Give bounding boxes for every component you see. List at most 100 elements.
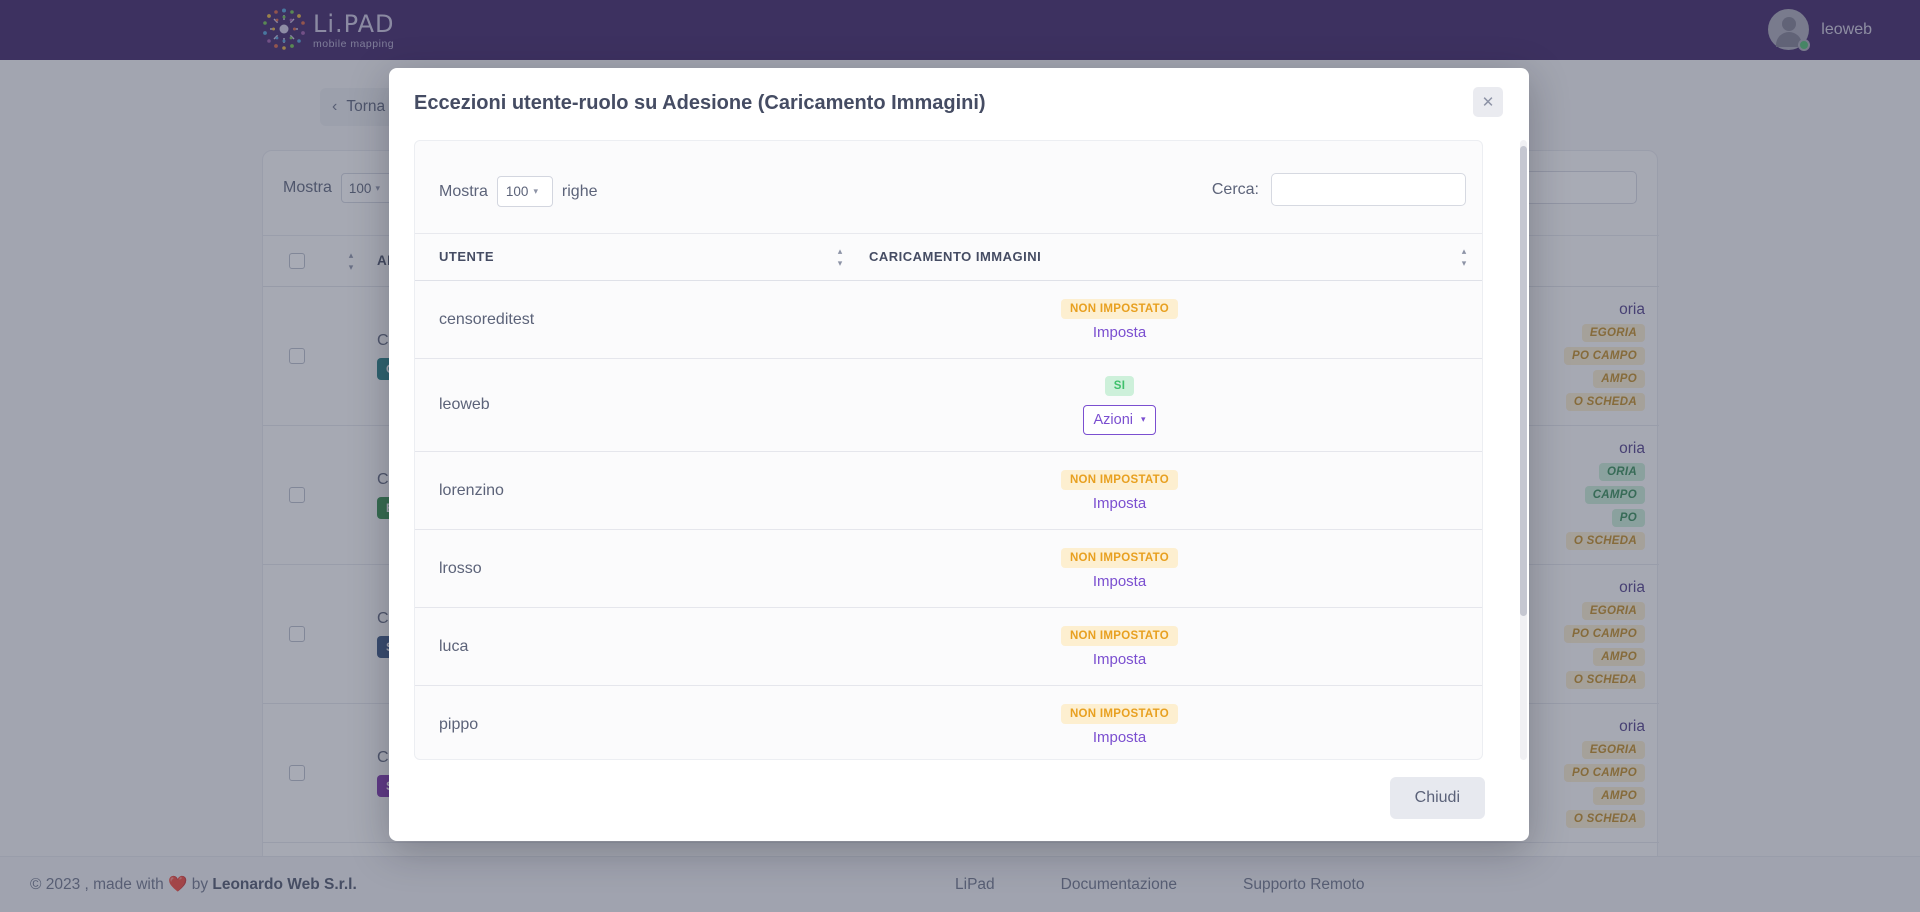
checkbox-unchecked-icon[interactable] <box>289 348 305 364</box>
background-rows-value: 100 <box>348 180 372 196</box>
search-control: Cerca: <box>1212 173 1466 206</box>
table-row[interactable]: censoreditest NON IMPOSTATO Imposta <box>415 281 1482 359</box>
row-tags: oria EGORIA PO CAMPO AMPO O SCHEDA <box>1563 565 1645 703</box>
cell-utente: luca <box>439 637 469 655</box>
imposta-link[interactable]: Imposta <box>1092 572 1147 590</box>
status-badge: NON IMPOSTATO <box>1060 298 1179 319</box>
footer-links: LiPad Documentazione Supporto Remoto <box>955 876 1364 894</box>
status-badge: SI <box>1104 375 1135 396</box>
footer-link-lipad[interactable]: LiPad <box>955 875 995 893</box>
column-header-caricamento-immagini: CARICAMENTO IMMAGINI <box>869 249 1042 264</box>
tag: O SCHEDA <box>1565 532 1645 550</box>
tag: AMPO <box>1593 370 1645 388</box>
chiudi-button[interactable]: Chiudi <box>1389 777 1485 819</box>
cell-utente: pippo <box>439 715 479 733</box>
cell-utente: censoreditest <box>439 310 535 328</box>
close-icon[interactable]: ✕ <box>1473 87 1503 117</box>
checkbox-unchecked-icon[interactable] <box>289 487 305 503</box>
chevron-down-icon: ▾ <box>533 186 538 196</box>
cell-utente: lorenzino <box>439 481 504 499</box>
online-indicator-icon <box>1798 39 1811 51</box>
row-category-title: oria <box>1619 579 1645 596</box>
logo-subtitle: mobile mapping <box>313 37 395 50</box>
user-name: leoweb <box>1821 20 1872 38</box>
chevron-down-icon: ▾ <box>375 182 380 193</box>
logo-title: Li.PAD <box>313 9 395 38</box>
sort-updown-icon[interactable]: ▴ ▾ <box>348 249 354 272</box>
user-menu[interactable]: leoweb <box>1768 9 1872 51</box>
footer-copyright-prefix: © 2023 , made with <box>30 876 169 893</box>
footer-copyright: © 2023 , made with ❤️ by Leonardo Web S.… <box>30 875 357 894</box>
background-rows-select[interactable]: 100 ▾ <box>340 173 395 203</box>
imposta-link[interactable]: Imposta <box>1092 650 1147 668</box>
modal-scrollbar-thumb[interactable] <box>1520 146 1527 616</box>
rows-per-page-select[interactable]: 100 ▾ <box>496 176 553 207</box>
sort-updown-icon[interactable]: ▴ ▾ <box>837 245 843 268</box>
avatar-head <box>1781 17 1796 31</box>
cerca-label: Cerca: <box>1211 180 1259 198</box>
mostra-label: Mostra <box>439 182 488 200</box>
search-input[interactable] <box>1271 173 1466 206</box>
cell-caricamento-immagini: SI Azioni ▾ <box>857 375 1482 435</box>
app-logo[interactable]: Li.PAD mobile mapping <box>262 7 395 51</box>
azioni-dropdown-button[interactable]: Azioni ▾ <box>1083 404 1156 435</box>
column-header-utente: UTENTE <box>439 249 494 264</box>
cell-caricamento-immagini: NON IMPOSTATO Imposta <box>857 469 1482 512</box>
footer-link-supporto-remoto[interactable]: Supporto Remoto <box>1242 875 1365 893</box>
tag: PO CAMPO <box>1563 625 1645 643</box>
row-category-title: oria <box>1619 718 1645 735</box>
imposta-link[interactable]: Imposta <box>1092 323 1147 341</box>
exceptions-table: UTENTE ▴ ▾ CARICAMENTO IMMAGINI ▴ ▾ censor… <box>415 233 1482 759</box>
chevron-left-icon: ‹ <box>332 98 338 115</box>
tag: PO CAMPO <box>1563 347 1645 365</box>
footer-copyright-mid: by <box>187 876 213 893</box>
table-row[interactable]: luca NON IMPOSTATO Imposta <box>415 608 1482 686</box>
panel-controls: Mostra 100 ▾ righe Cerca: <box>415 141 1482 233</box>
tag: ORIA <box>1599 463 1645 481</box>
checkbox-unchecked-icon[interactable] <box>289 765 305 781</box>
tag: AMPO <box>1593 787 1645 805</box>
tag: PO <box>1611 509 1645 527</box>
top-navbar: Li.PAD mobile mapping leoweb <box>0 0 1920 60</box>
checkbox-unchecked-icon[interactable] <box>289 253 305 269</box>
tag: EGORIA <box>1581 741 1645 759</box>
back-button-label: Torna <box>346 98 386 115</box>
avatar-body <box>1775 32 1802 47</box>
cell-caricamento-immagini: NON IMPOSTATO Imposta <box>857 703 1482 746</box>
rows-per-page-value: 100 <box>505 184 529 199</box>
background-mostra-label: Mostra <box>283 179 332 196</box>
cell-utente: leoweb <box>439 396 490 413</box>
rows-per-page-control: Mostra 100 ▾ righe <box>439 176 597 207</box>
modal-header: Eccezioni utente-ruolo su Adesione (Cari… <box>389 68 1529 140</box>
checkbox-unchecked-icon[interactable] <box>289 626 305 642</box>
page-footer: © 2023 , made with ❤️ by Leonardo Web S.… <box>0 856 1920 912</box>
status-badge: NON IMPOSTATO <box>1060 469 1179 490</box>
row-tags: oria ORIA CAMPO PO O SCHEDA <box>1565 426 1645 564</box>
chevron-down-icon: ▾ <box>1140 414 1146 424</box>
imposta-link[interactable]: Imposta <box>1092 728 1147 746</box>
modal-title: Eccezioni utente-ruolo su Adesione (Cari… <box>414 92 986 114</box>
heart-icon: ❤️ <box>168 876 188 893</box>
footer-company: Leonardo Web S.r.l. <box>212 876 357 893</box>
table-row[interactable]: pippo NON IMPOSTATO Imposta <box>415 686 1482 759</box>
status-badge: NON IMPOSTATO <box>1060 547 1179 568</box>
imposta-link[interactable]: Imposta <box>1092 494 1147 512</box>
status-badge: NON IMPOSTATO <box>1060 703 1179 724</box>
table-row[interactable]: lorenzino NON IMPOSTATO Imposta <box>415 452 1482 530</box>
footer-link-documentazione[interactable]: Documentazione <box>1060 875 1177 893</box>
row-category-title: oria <box>1619 301 1645 318</box>
sort-updown-icon[interactable]: ▴ ▾ <box>1461 245 1467 268</box>
table-row[interactable]: leoweb SI Azioni ▾ <box>415 359 1482 452</box>
cell-caricamento-immagini: NON IMPOSTATO Imposta <box>857 625 1482 668</box>
tag: CAMPO <box>1584 486 1645 504</box>
azioni-label: Azioni <box>1093 411 1133 428</box>
cell-utente: lrosso <box>439 559 482 577</box>
modal-footer: Chiudi <box>389 760 1529 841</box>
tag: O SCHEDA <box>1565 671 1645 689</box>
table-row[interactable]: lrosso NON IMPOSTATO Imposta <box>415 530 1482 608</box>
tag: PO CAMPO <box>1563 764 1645 782</box>
row-category-title: oria <box>1619 440 1645 457</box>
avatar[interactable] <box>1768 9 1811 51</box>
modal-body: Mostra 100 ▾ righe Cerca: UTENTE ▴ ▾ CARI… <box>414 140 1504 760</box>
tag: EGORIA <box>1581 324 1645 342</box>
